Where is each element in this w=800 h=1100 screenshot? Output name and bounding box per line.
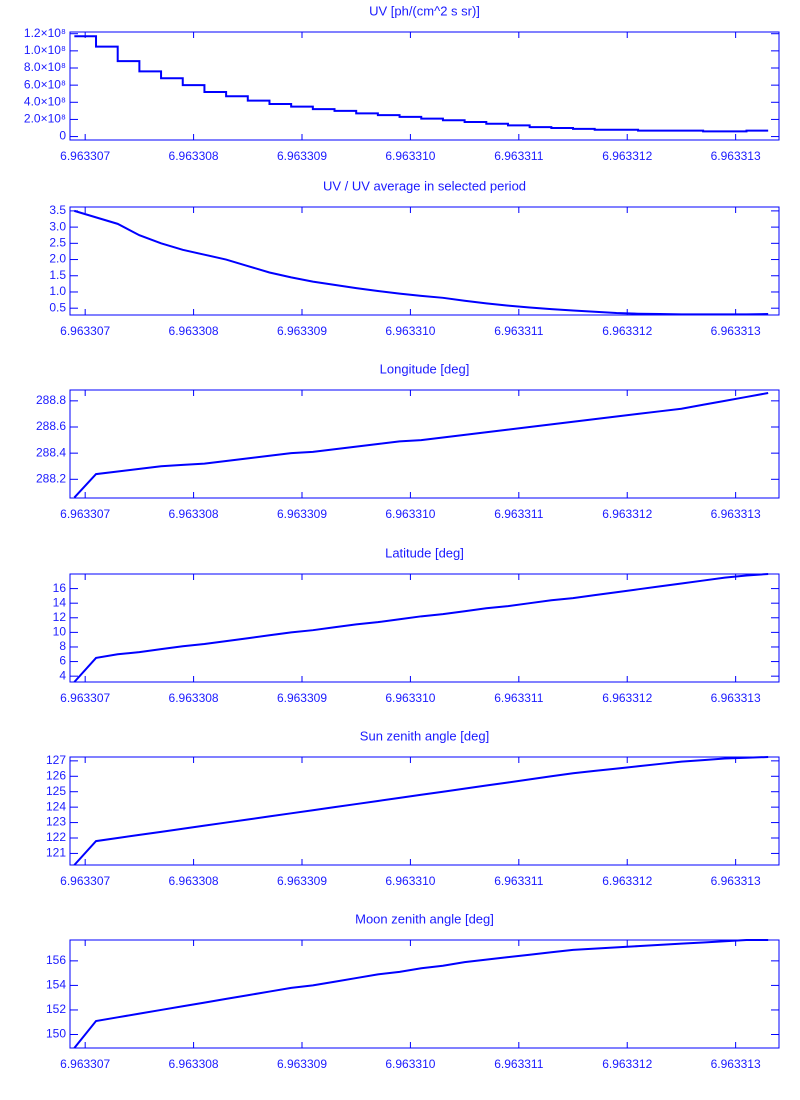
x-tick-label: 6.963311 bbox=[494, 691, 543, 705]
y-tick-label: 124 bbox=[46, 799, 66, 813]
y-tick-label: 2.0 bbox=[49, 252, 66, 266]
data-line bbox=[73, 756, 769, 866]
data-line bbox=[73, 392, 769, 499]
x-tick-label: 6.963308 bbox=[169, 874, 219, 888]
x-tick-label: 6.963310 bbox=[385, 324, 435, 338]
y-tick-label: 126 bbox=[46, 768, 66, 782]
y-tick-label: 2.5 bbox=[49, 235, 66, 249]
x-tick-label: 6.963312 bbox=[602, 324, 652, 338]
x-tick-label: 6.963312 bbox=[602, 874, 652, 888]
x-tick-label: 6.963313 bbox=[711, 691, 761, 705]
x-tick-label: 6.963307 bbox=[60, 324, 110, 338]
x-tick-label: 6.963307 bbox=[60, 149, 110, 163]
x-tick-label: 6.963307 bbox=[60, 1057, 110, 1071]
x-tick-label: 6.963312 bbox=[602, 507, 652, 521]
plot-frame bbox=[69, 206, 780, 316]
y-tick-label: 3.0 bbox=[49, 219, 66, 233]
x-tick-label: 6.963313 bbox=[711, 149, 761, 163]
x-tick-label: 6.963308 bbox=[169, 691, 219, 705]
x-tick-label: 6.963312 bbox=[602, 149, 652, 163]
x-tick-label: 6.963313 bbox=[711, 874, 761, 888]
chart-title: Sun zenith angle [deg] bbox=[360, 728, 489, 743]
x-tick-label: 6.963312 bbox=[602, 691, 652, 705]
y-tick-label: 1.2×10⁸ bbox=[24, 26, 66, 40]
y-tick-label: 0.5 bbox=[49, 300, 66, 314]
x-tick-label: 6.963309 bbox=[277, 1057, 327, 1071]
x-tick-label: 6.963310 bbox=[385, 691, 435, 705]
y-tick-label: 6 bbox=[59, 654, 66, 668]
x-tick-label: 6.963310 bbox=[385, 507, 435, 521]
y-tick-label: 2.0×10⁸ bbox=[24, 112, 66, 126]
plot-frame bbox=[69, 939, 780, 1049]
y-tick-label: 288.8 bbox=[36, 393, 66, 407]
y-tick-label: 122 bbox=[46, 830, 66, 844]
x-tick-label: 6.963313 bbox=[711, 324, 761, 338]
y-tick-label: 123 bbox=[46, 815, 66, 829]
y-tick-label: 6.0×10⁸ bbox=[24, 77, 66, 91]
data-line bbox=[73, 573, 769, 683]
y-tick-label: 154 bbox=[46, 978, 66, 992]
x-tick-label: 6.963311 bbox=[494, 149, 543, 163]
data-line bbox=[74, 35, 769, 133]
chart-title: Latitude [deg] bbox=[385, 545, 464, 560]
x-tick-label: 6.963312 bbox=[602, 1057, 652, 1071]
x-tick-label: 6.963311 bbox=[494, 324, 543, 338]
x-tick-label: 6.963310 bbox=[385, 1057, 435, 1071]
y-tick-label: 288.2 bbox=[36, 471, 66, 485]
x-tick-label: 6.963309 bbox=[277, 874, 327, 888]
y-tick-label: 125 bbox=[46, 784, 66, 798]
x-tick-label: 6.963308 bbox=[169, 149, 219, 163]
data-line bbox=[74, 209, 769, 316]
chart-title: UV / UV average in selected period bbox=[323, 178, 526, 193]
x-tick-label: 6.963309 bbox=[277, 691, 327, 705]
data-line bbox=[73, 939, 769, 1049]
y-tick-label: 8.0×10⁸ bbox=[24, 60, 66, 74]
plot-frame bbox=[69, 756, 780, 866]
x-tick-label: 6.963309 bbox=[277, 507, 327, 521]
x-tick-label: 6.963313 bbox=[711, 1057, 761, 1071]
x-tick-label: 6.963308 bbox=[169, 1057, 219, 1071]
y-tick-label: 121 bbox=[46, 846, 66, 860]
y-tick-label: 4.0×10⁸ bbox=[24, 94, 66, 108]
y-tick-label: 4 bbox=[59, 668, 66, 682]
chart-title: UV [ph/(cm^2 s sr)] bbox=[369, 3, 480, 18]
plot-frame bbox=[69, 31, 780, 141]
x-tick-label: 6.963311 bbox=[494, 507, 543, 521]
y-tick-label: 1.0 bbox=[49, 284, 66, 298]
y-tick-label: 127 bbox=[46, 753, 66, 767]
x-tick-label: 6.963308 bbox=[169, 507, 219, 521]
y-tick-label: 288.4 bbox=[36, 445, 66, 459]
y-tick-label: 10 bbox=[53, 625, 67, 639]
y-tick-label: 0 bbox=[59, 129, 66, 143]
y-tick-label: 152 bbox=[46, 1002, 66, 1016]
y-tick-label: 288.6 bbox=[36, 419, 66, 433]
plot-frame bbox=[69, 573, 780, 683]
x-tick-label: 6.963309 bbox=[277, 324, 327, 338]
y-tick-label: 150 bbox=[46, 1027, 66, 1041]
x-tick-label: 6.963311 bbox=[494, 1057, 543, 1071]
x-tick-label: 6.963307 bbox=[60, 874, 110, 888]
y-tick-label: 1.5 bbox=[49, 268, 66, 282]
y-tick-label: 156 bbox=[46, 953, 66, 967]
y-tick-label: 16 bbox=[53, 581, 67, 595]
x-tick-label: 6.963307 bbox=[60, 507, 110, 521]
x-tick-label: 6.963308 bbox=[169, 324, 219, 338]
y-tick-label: 8 bbox=[59, 639, 66, 653]
chart-title: Moon zenith angle [deg] bbox=[355, 911, 494, 926]
x-tick-label: 6.963310 bbox=[385, 874, 435, 888]
chart-title: Longitude [deg] bbox=[380, 361, 470, 376]
x-tick-label: 6.963310 bbox=[385, 149, 435, 163]
y-tick-label: 12 bbox=[53, 610, 67, 624]
x-tick-label: 6.963307 bbox=[60, 691, 110, 705]
y-tick-label: 14 bbox=[53, 595, 67, 609]
x-tick-label: 6.963311 bbox=[494, 874, 543, 888]
x-tick-label: 6.963313 bbox=[711, 507, 761, 521]
y-tick-label: 1.0×10⁸ bbox=[24, 43, 66, 57]
x-tick-label: 6.963309 bbox=[277, 149, 327, 163]
plot-frame bbox=[69, 389, 780, 499]
y-tick-label: 3.5 bbox=[49, 203, 66, 217]
